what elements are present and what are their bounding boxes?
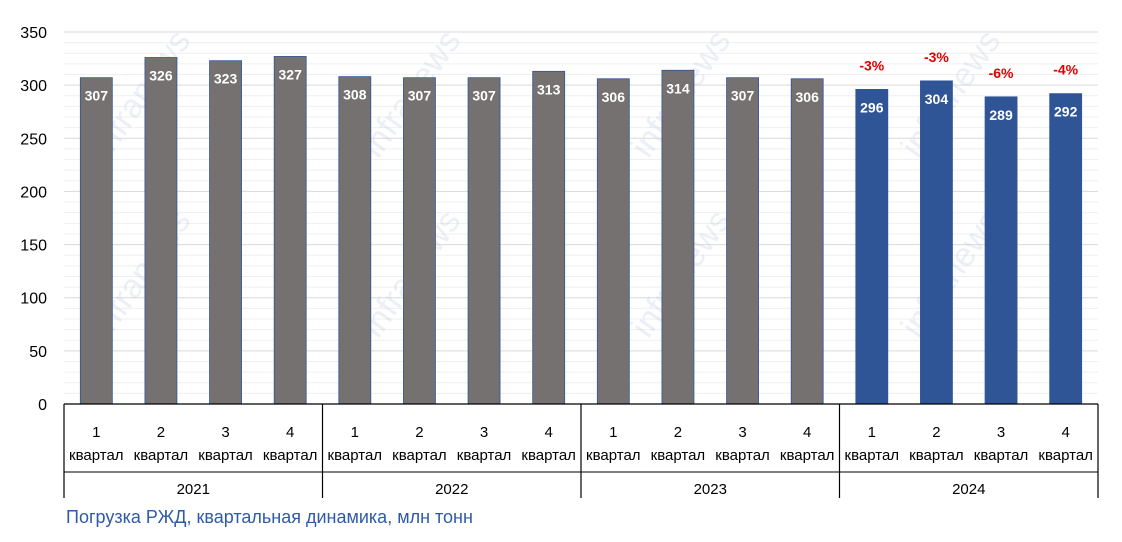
x-tick-label: квартал (715, 447, 770, 464)
change-label: -6% (989, 65, 1014, 81)
x-tick-label: квартал (69, 447, 124, 464)
x-tick-label: 4 (545, 424, 553, 441)
bar (144, 57, 178, 405)
x-tick-label: квартал (974, 447, 1029, 464)
x-tick-label: квартал (521, 447, 576, 464)
data-label: 323 (214, 71, 238, 87)
x-tick-label: 1 (609, 424, 617, 441)
data-label: 314 (666, 80, 690, 96)
x-tick-label: 3 (997, 424, 1005, 441)
bar (726, 77, 759, 405)
data-label: 307 (472, 88, 496, 104)
bar (209, 60, 242, 405)
bar (467, 77, 501, 405)
data-label: 327 (279, 66, 303, 82)
data-label: 308 (343, 87, 367, 103)
group-label: 2023 (694, 481, 727, 498)
group-label: 2021 (177, 481, 210, 498)
change-label: -3% (924, 49, 949, 65)
change-label: -3% (859, 57, 884, 73)
x-tick-label: 2 (674, 424, 682, 441)
chart-caption: Погрузка РЖД, квартальная динамика, млн … (66, 507, 473, 527)
x-tick-label: 4 (803, 424, 811, 441)
x-tick-label: 3 (738, 424, 746, 441)
bar (532, 70, 566, 405)
x-tick-label: 1 (351, 424, 359, 441)
data-label: 306 (602, 89, 626, 105)
data-label: 326 (149, 68, 173, 84)
x-tick-label: квартал (134, 447, 189, 464)
bar (403, 77, 436, 405)
group-label: 2022 (435, 481, 468, 498)
x-tick-label: 2 (415, 424, 423, 441)
y-tick-label: 150 (20, 238, 47, 255)
y-tick-label: 350 (20, 25, 47, 42)
data-label: 289 (989, 107, 1013, 123)
x-tick-label: 1 (868, 424, 876, 441)
data-label: 307 (408, 88, 432, 104)
x-tick-label: 1 (92, 424, 100, 441)
y-tick-label: 0 (38, 397, 47, 414)
x-tick-label: квартал (909, 447, 964, 464)
bar (79, 77, 113, 405)
bar (661, 69, 695, 405)
change-label: -4% (1053, 62, 1078, 78)
y-tick-label: 300 (20, 78, 47, 95)
x-tick-label: 4 (286, 424, 294, 441)
data-label: 306 (796, 89, 820, 105)
bar-chart: 050100150200250300350infranewsinfranewsi… (20, 23, 1099, 498)
x-tick-label: квартал (392, 447, 447, 464)
data-label: 307 (85, 88, 109, 104)
x-tick-label: квартал (1038, 447, 1093, 464)
x-tick-label: 3 (221, 424, 229, 441)
data-label: 307 (731, 88, 755, 104)
data-label: 296 (860, 99, 884, 115)
x-tick-label: квартал (651, 447, 706, 464)
bar (984, 96, 1018, 405)
y-tick-label: 100 (20, 291, 47, 308)
bar (920, 80, 953, 405)
x-tick-label: квартал (328, 447, 383, 464)
bar (338, 76, 372, 405)
data-label: 292 (1054, 104, 1078, 120)
x-tick-label: 4 (1062, 424, 1070, 441)
bar (596, 78, 630, 405)
x-tick-label: 2 (932, 424, 940, 441)
bar (855, 88, 889, 405)
bar (273, 56, 307, 405)
x-tick-label: квартал (586, 447, 641, 464)
x-tick-label: 3 (480, 424, 488, 441)
bar (1049, 93, 1083, 405)
bar (790, 78, 824, 405)
y-tick-label: 250 (20, 131, 47, 148)
data-label: 313 (537, 81, 561, 97)
group-label: 2024 (952, 481, 985, 498)
x-tick-label: квартал (457, 447, 512, 464)
x-tick-label: 2 (157, 424, 165, 441)
data-label: 304 (925, 91, 949, 107)
x-tick-label: квартал (198, 447, 253, 464)
x-tick-label: квартал (780, 447, 835, 464)
x-tick-label: квартал (263, 447, 318, 464)
y-tick-label: 200 (20, 184, 47, 201)
x-tick-label: квартал (845, 447, 900, 464)
y-tick-label: 50 (29, 344, 47, 361)
